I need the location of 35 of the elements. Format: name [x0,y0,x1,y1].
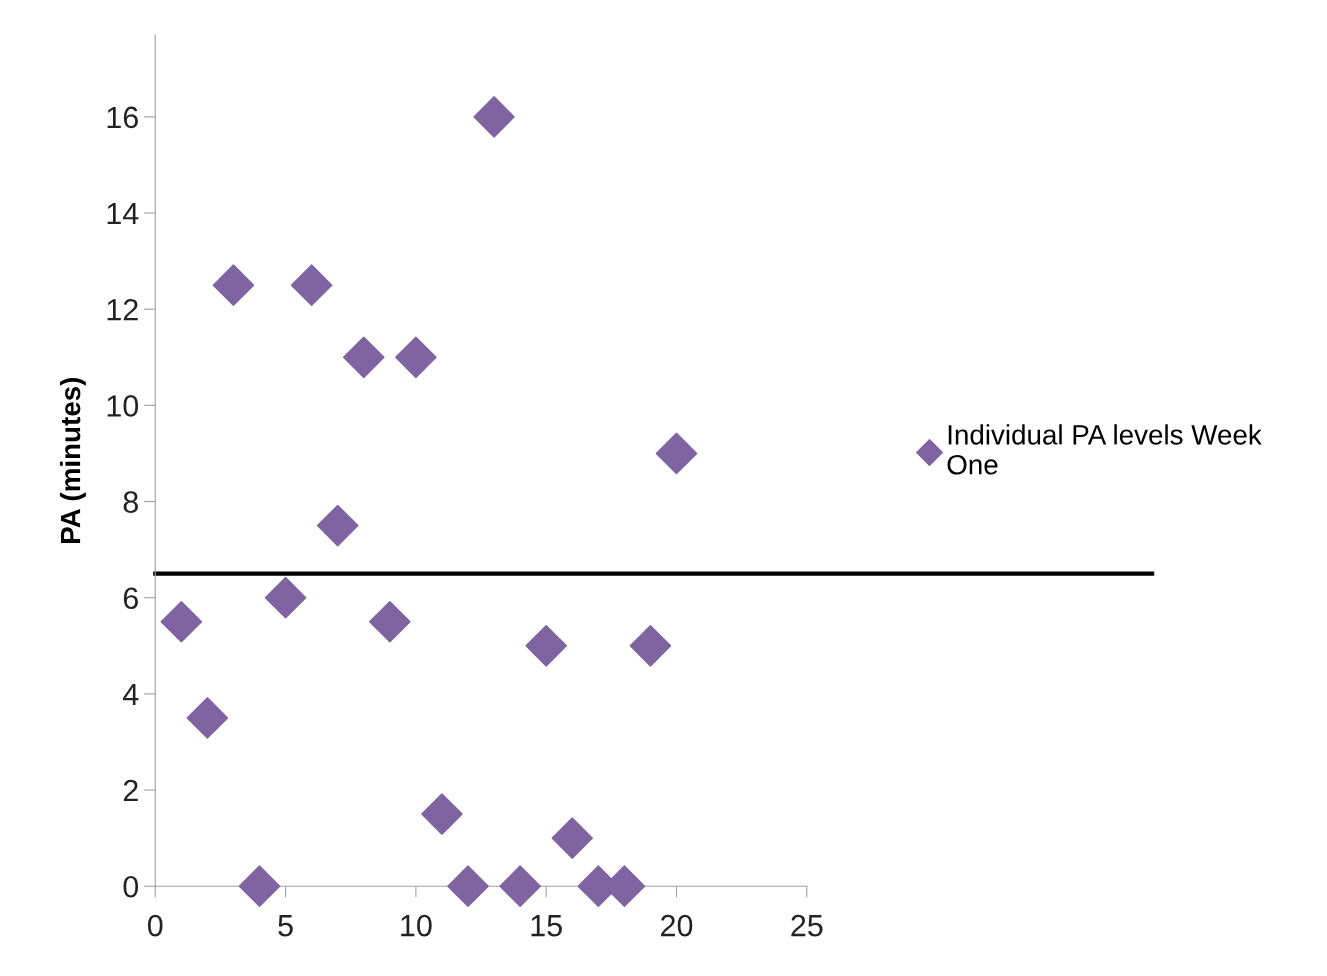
x-tick-label: 15 [531,915,562,937]
point [447,865,489,908]
y-tick-label: 0 [123,875,139,898]
point [186,697,229,739]
point [473,96,515,138]
point [264,576,307,619]
x-tick-label: 25 [791,914,823,937]
y-tick-label: 14 [107,203,139,225]
y-tick-label: 12 [107,298,138,321]
point [655,432,698,475]
point [368,600,411,643]
x-tick-label: 10 [401,914,432,937]
point [421,793,463,835]
point [551,817,594,859]
point [238,865,281,908]
y-tick-label: 2 [123,779,138,802]
y-tick-label: 10 [107,395,139,417]
point [525,624,568,667]
y-tick-label: 8 [123,491,138,513]
point [499,865,541,908]
x-tick-label: 20 [661,914,693,937]
y-tick-label: 6 [123,587,138,610]
x-tick-label: 5 [278,915,293,937]
point [395,336,437,379]
point [316,504,359,547]
legend-label: Individual PA levels Week One [947,424,1262,475]
point [629,624,672,667]
y-tick-label: 4 [123,683,139,705]
y-tick-label: 16 [107,106,138,129]
point [212,264,255,306]
y-axis-title: PA (minutes) [59,377,86,543]
point [290,264,333,306]
x-tick-label: 0 [147,914,163,937]
point [342,336,385,379]
point [160,600,203,643]
